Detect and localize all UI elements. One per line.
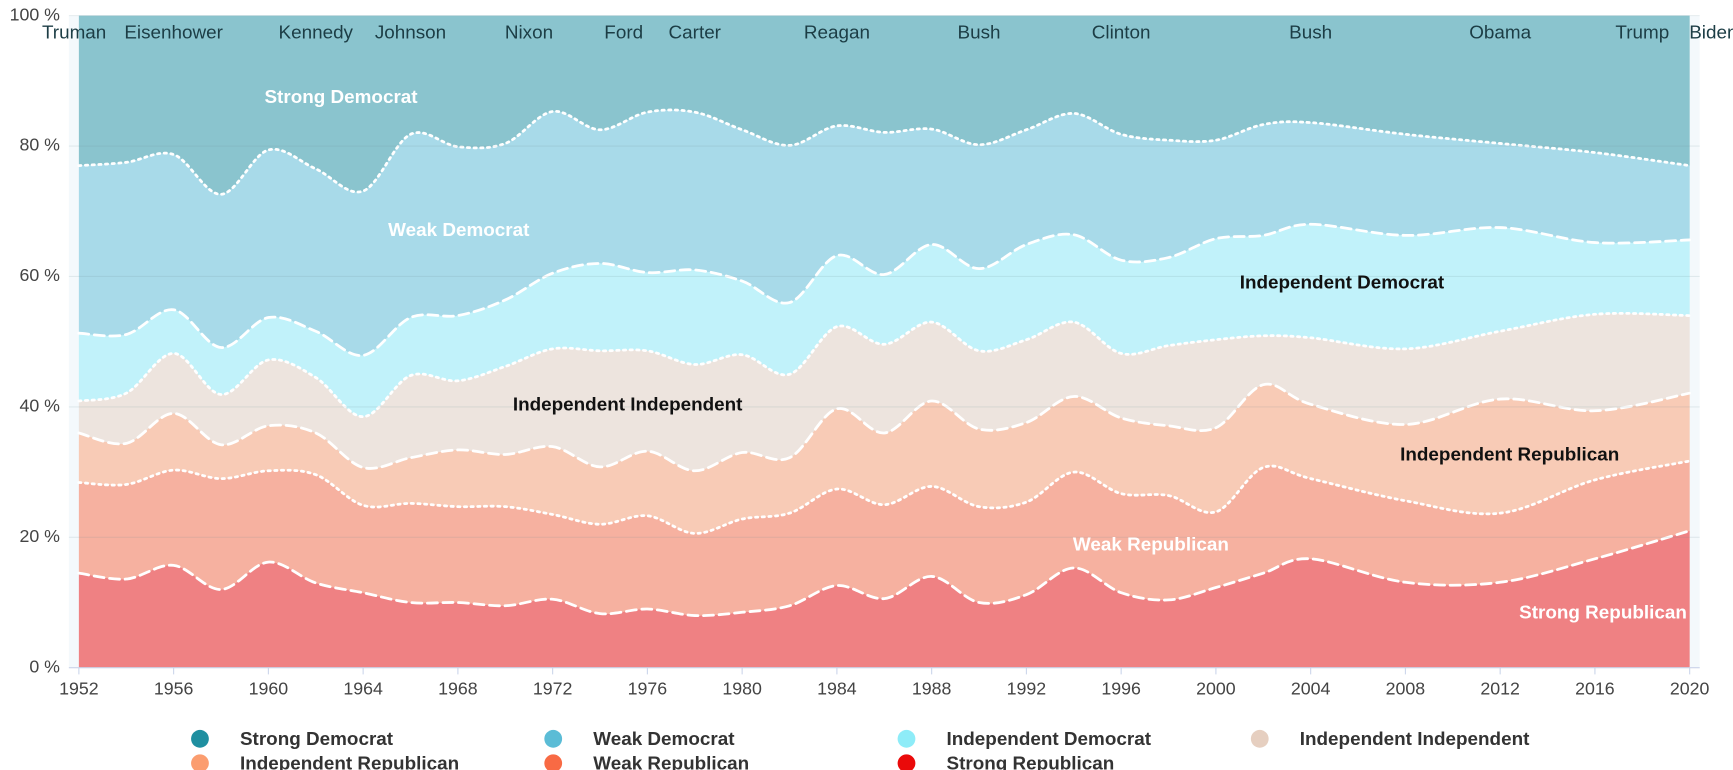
boundary-line (77, 382, 1692, 473)
areas (77, 15, 1692, 668)
x-tick-label: 2000 (1196, 679, 1236, 699)
president-label: Truman (42, 22, 106, 43)
y-tick-label: 100 % (10, 4, 61, 24)
x-tick-label: 1968 (438, 679, 478, 699)
area (78, 313, 1690, 471)
boundary-line (77, 311, 1692, 419)
area-label: Strong Republican (1519, 602, 1687, 623)
president-label: Clinton (1092, 22, 1151, 43)
legend-swatch (1250, 729, 1269, 748)
president-label: Obama (1469, 22, 1531, 43)
legend-swatch (191, 754, 209, 770)
legend-text: Independent Democrat (946, 729, 1151, 750)
y-tick-label: 40 % (19, 396, 60, 416)
area-label: Independent Independent (513, 395, 743, 416)
area-label: Weak Republican (1073, 535, 1229, 556)
boundary-line (77, 459, 1692, 535)
x-tick-label: 1964 (343, 679, 383, 699)
area-label: Weak Democrat (388, 220, 530, 241)
x-tick-label: 1984 (817, 679, 857, 699)
x-tick-label: 2008 (1386, 679, 1426, 699)
area (78, 224, 1690, 417)
president-label: Kennedy (278, 22, 353, 43)
legend-text: Weak Democrat (593, 729, 735, 750)
x-tick-label: 2004 (1291, 679, 1331, 699)
legend-text: Independent Independent (1300, 729, 1530, 750)
legend-swatch (191, 729, 209, 748)
y-tick-label: 0 % (29, 656, 60, 676)
area (78, 109, 1690, 356)
x-tick-label: 1960 (249, 679, 289, 699)
legend-swatch (897, 729, 916, 748)
x-tick-label: 2016 (1575, 679, 1615, 699)
area-label: Independent Republican (1400, 445, 1619, 466)
area-label: Independent Democrat (1240, 272, 1445, 293)
labels: Truman Eisenhower Kennedy Johnson Nixon Ford C… (42, 22, 1733, 770)
president-label: Trump (1615, 22, 1669, 43)
president-label: Nixon (505, 22, 553, 43)
boundary-line (77, 108, 1692, 196)
legend-swatch (544, 729, 563, 748)
x-tick-label: 2012 (1480, 679, 1520, 699)
president-label: Bush (958, 22, 1001, 43)
legend-swatch (897, 754, 916, 770)
boundary-line (77, 222, 1692, 357)
legend-text: Independent Republican (240, 753, 459, 770)
grid: 0 % 20 % 40 % 60 % 80 % 100 % 1952 1956 1960 1964… (10, 4, 1710, 698)
president-label: Reagan (804, 22, 870, 43)
legend-text: Strong Democrat (240, 729, 394, 750)
y-tick-label: 20 % (19, 526, 60, 546)
x-tick-label: 1996 (1101, 679, 1141, 699)
area (78, 384, 1690, 534)
legend-swatch (544, 754, 563, 770)
legend-text: Strong Republican (946, 753, 1114, 770)
y-tick-label: 60 % (19, 265, 60, 285)
x-tick-label: 1972 (533, 679, 573, 699)
y-tick-label: 80 % (19, 135, 60, 155)
president-label: Bush (1289, 22, 1332, 43)
president-label: Johnson (375, 22, 446, 43)
area-label: Strong Democrat (264, 87, 418, 108)
x-tick-label: 2020 (1670, 679, 1710, 699)
president-label: Eisenhower (124, 22, 223, 43)
area (78, 461, 1690, 616)
x-tick-label: 1952 (59, 679, 99, 699)
x-tick-label: 1956 (154, 679, 194, 699)
x-tick-label: 1976 (628, 679, 668, 699)
area (78, 15, 1690, 195)
president-label: Ford (604, 22, 643, 43)
president-label: Carter (669, 22, 721, 43)
x-tick-label: 1980 (722, 679, 762, 699)
x-tick-label: 1992 (1007, 679, 1047, 699)
boundary-line (77, 529, 1692, 618)
x-tick-label: 1988 (912, 679, 952, 699)
president-label: Biden (1689, 22, 1733, 43)
legend-text: Weak Republican (593, 753, 749, 770)
